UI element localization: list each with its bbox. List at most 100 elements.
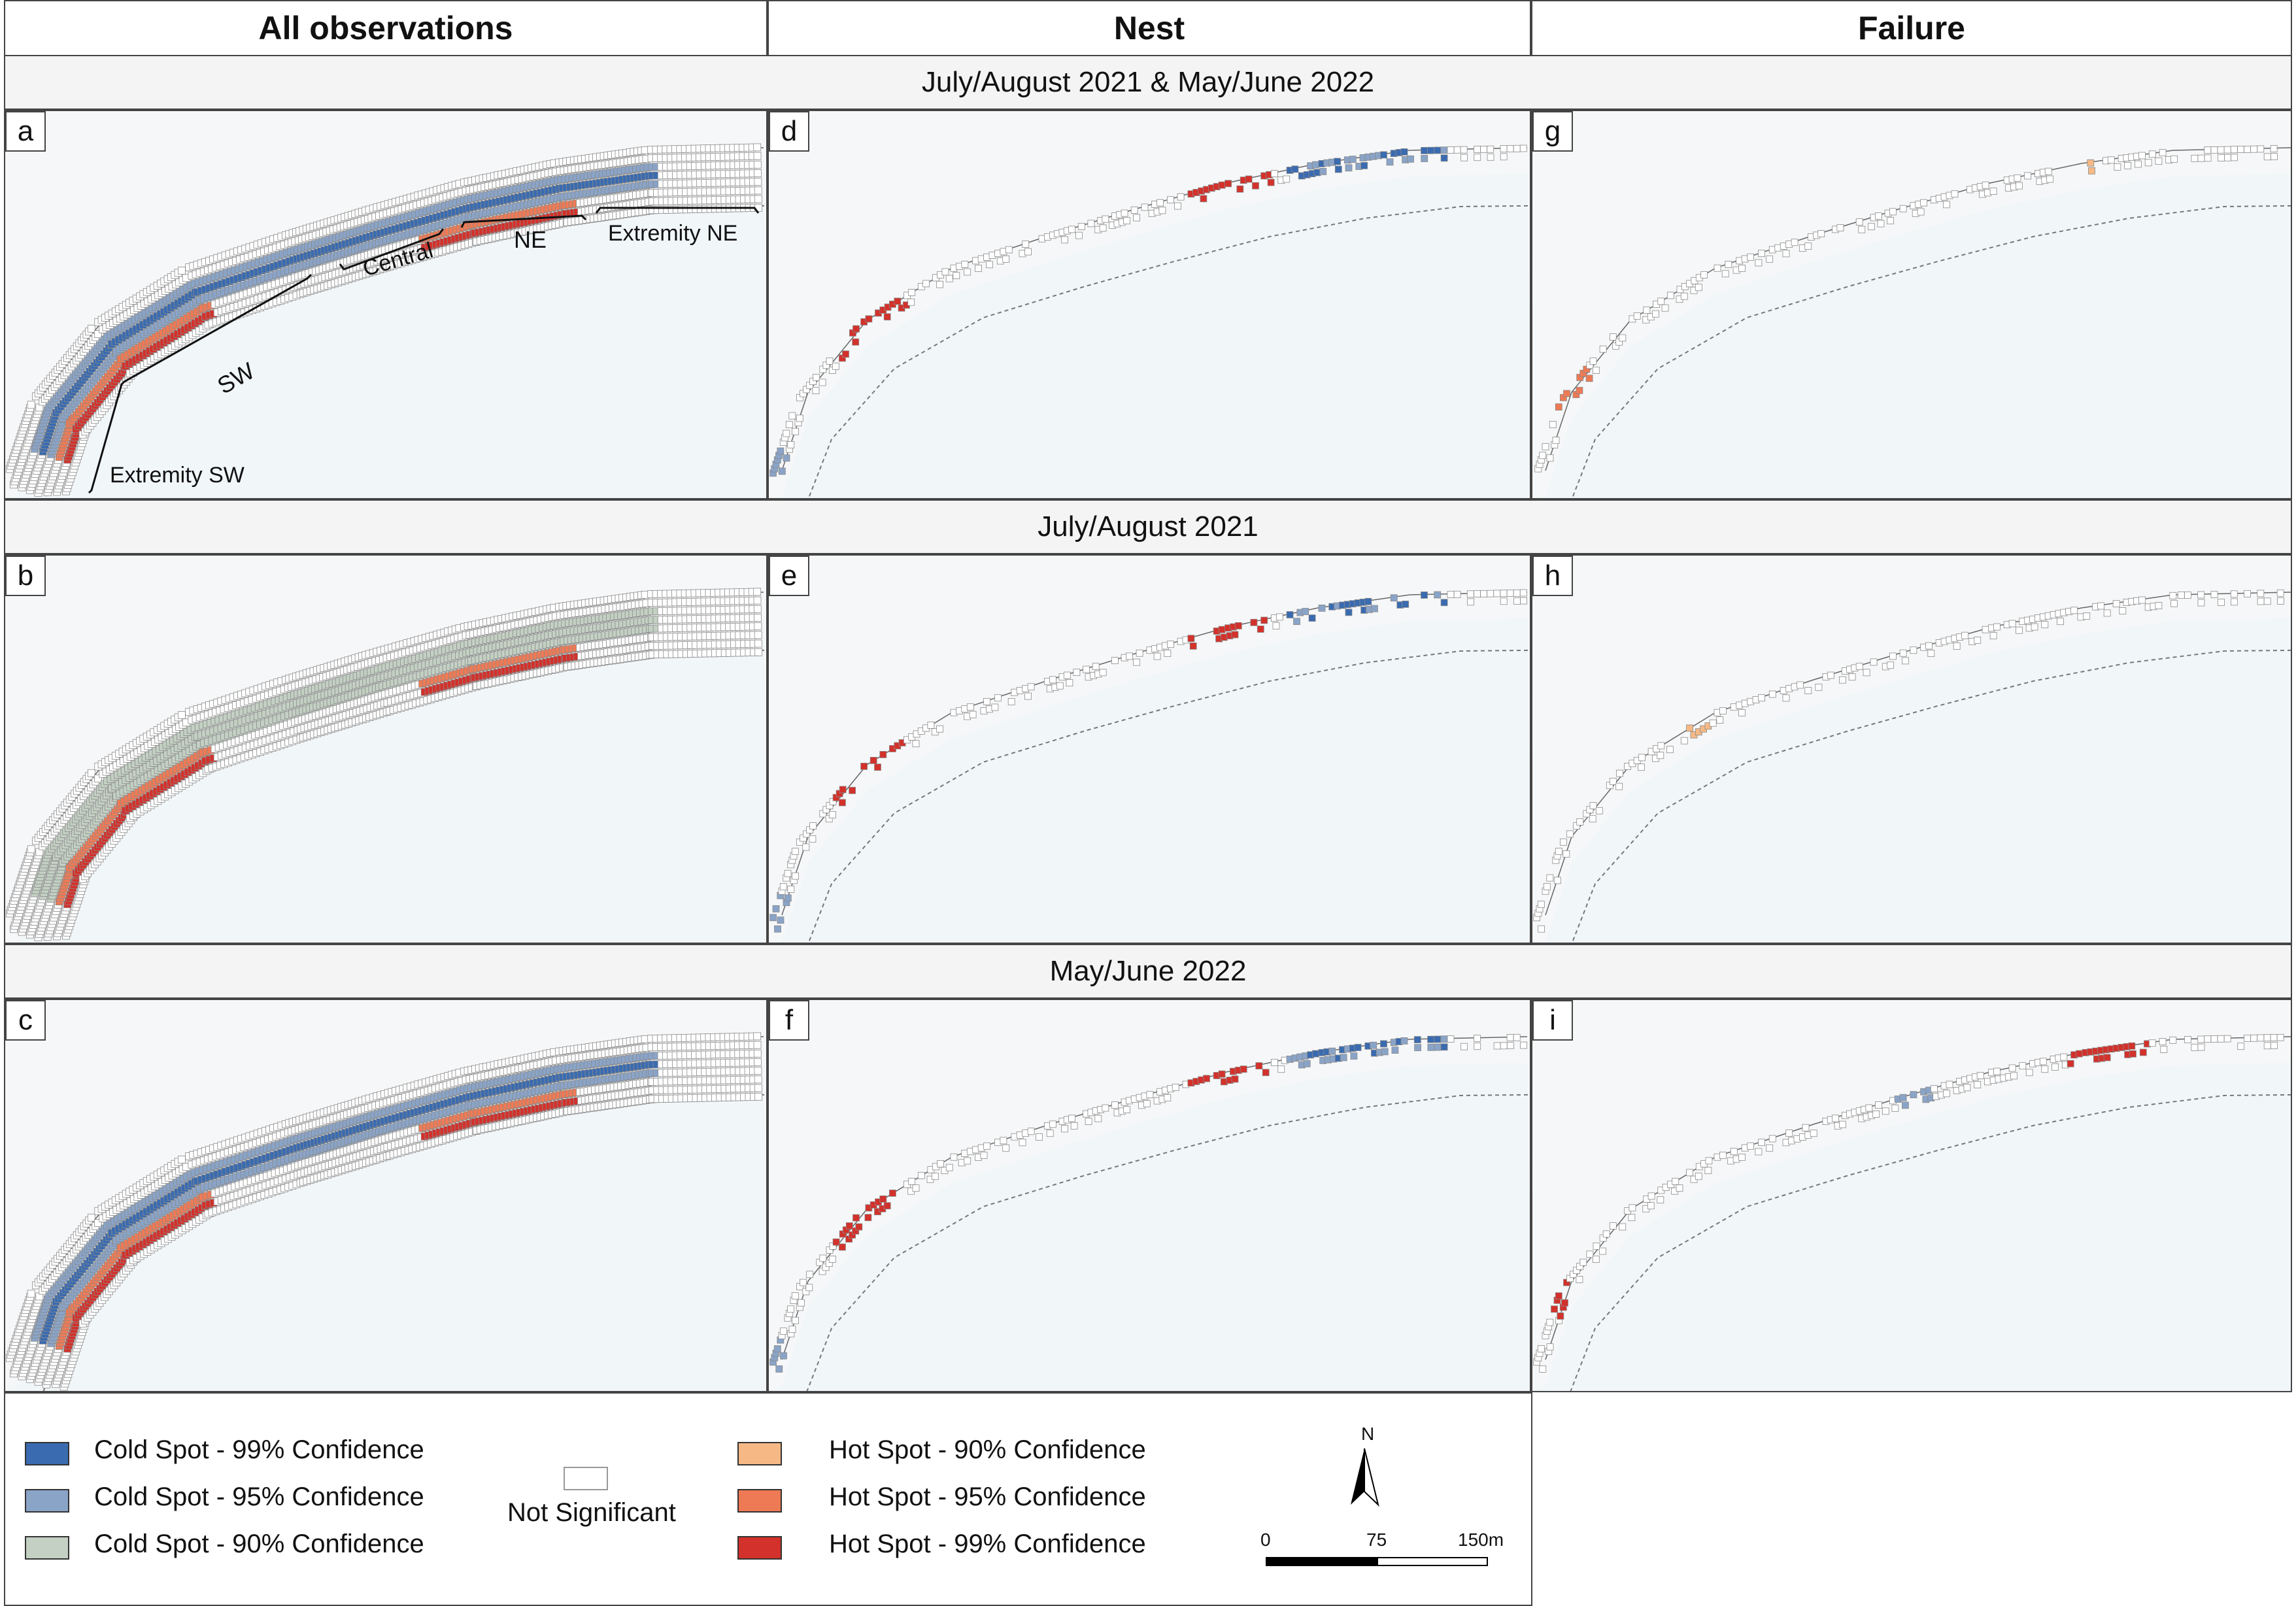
grid-cell (1189, 642, 1197, 650)
grid-cell (1725, 261, 1732, 268)
grid-cell (1126, 652, 1133, 660)
grid-cell (1927, 650, 1935, 658)
grid-cell (2138, 596, 2146, 604)
grid-cell (1167, 641, 1174, 648)
grid-cell (1136, 649, 1143, 657)
grid-cell (1158, 207, 1166, 214)
sea-area (1532, 174, 2291, 498)
grid-cell (1302, 608, 1309, 615)
grid-cell (753, 588, 762, 596)
grid-cell (2170, 155, 2178, 163)
grid-cell (1022, 241, 1030, 248)
grid-cell (2218, 154, 2225, 161)
grid-cell (783, 429, 790, 437)
grid-cell (1500, 590, 1508, 597)
grid-cell (1500, 597, 1508, 605)
grid-cell (1657, 742, 1665, 750)
grid-cell (754, 186, 762, 195)
grid-cell (2107, 156, 2115, 164)
grid-cell (94, 1219, 102, 1228)
grid-cell (852, 338, 860, 346)
grid-cell (1553, 877, 1561, 884)
grid-cell (1245, 175, 1253, 183)
grid-cell (869, 756, 877, 764)
grid-cell (1487, 153, 1494, 161)
map-panel-e: e (768, 554, 1531, 944)
grid-cell (2217, 146, 2225, 154)
grid-cell (2197, 154, 2205, 162)
grid-cell (1836, 224, 1844, 232)
grid-cell (1766, 255, 1774, 263)
grid-cell (783, 454, 790, 462)
period-band-2021: July/August 2021 (4, 499, 2292, 554)
grid-cell (2218, 599, 2225, 606)
grid-cell (1782, 250, 1790, 258)
sea-area (769, 174, 1530, 498)
grid-cell (1797, 681, 1804, 689)
grid-cell (953, 272, 960, 280)
grid-cell (1056, 682, 1064, 690)
grid-cell (1231, 631, 1239, 639)
grid-cell (1910, 646, 1917, 654)
grid-cell (2223, 146, 2231, 154)
grid-cell (2135, 160, 2142, 168)
grid-cell (1063, 671, 1071, 679)
grid-cell (2277, 597, 2284, 605)
grid-cell (753, 160, 762, 169)
grid-cell (1589, 358, 1597, 365)
grid-cell (1447, 591, 1455, 598)
grid-cell (1815, 683, 1823, 691)
grid-cell (754, 614, 762, 622)
grid-cell (2230, 590, 2238, 598)
grid-cell (1427, 146, 1434, 154)
grid-cell (1434, 146, 1442, 154)
grid-cell (1609, 333, 1617, 341)
grid-cell (1133, 214, 1140, 222)
grid-cells (769, 144, 1527, 477)
grid-cell (936, 280, 944, 288)
grid-cell (2024, 172, 2032, 180)
panel-label: b (5, 556, 46, 596)
map-panel-b: b (4, 554, 768, 944)
grid-cell (1487, 145, 1494, 153)
grid-cell (1167, 196, 1174, 204)
grid-cell (1513, 144, 1521, 152)
grid-cell (1467, 598, 1474, 606)
grid-cell (2231, 154, 2238, 161)
grid-cell (754, 169, 762, 177)
grid-cell (1345, 164, 1353, 172)
grid-cell (1616, 769, 1623, 777)
grid-cell (1099, 224, 1107, 232)
grid-cell (2197, 591, 2205, 599)
grid-cell (1453, 146, 1461, 154)
grid-cell (753, 143, 762, 152)
sea-area (1532, 618, 2291, 943)
grid-cell (753, 605, 762, 613)
panel-label: g (1532, 111, 1573, 152)
grid-cell (1334, 165, 1342, 173)
grid-cell (2257, 597, 2265, 605)
grid-cell (1993, 623, 2001, 631)
grid-cell (1318, 605, 1326, 612)
offshore-boundary (1571, 205, 2291, 498)
grid-cell (1252, 182, 1259, 190)
grid-cell (1474, 590, 1481, 597)
grid-cell (2008, 620, 2016, 627)
grid-cell (2046, 175, 2054, 183)
grid-cell (1875, 212, 1882, 220)
grid-cell (1974, 637, 1982, 644)
grid-cell (1917, 208, 1925, 216)
grid-cell (2155, 158, 2163, 165)
grid-cell (2204, 146, 2212, 154)
grid-cell (2170, 599, 2178, 607)
grid-cell (2138, 152, 2146, 159)
grid-cell (777, 916, 785, 924)
grid-cell (941, 268, 949, 276)
grid-cell (1493, 590, 1501, 597)
grid-cell (1002, 255, 1010, 263)
grid-cell (922, 280, 930, 288)
grid-cell (2197, 599, 2205, 607)
grid-cell (1407, 155, 1414, 163)
grid-cell (1562, 850, 1570, 858)
grid-cell (177, 1156, 186, 1164)
